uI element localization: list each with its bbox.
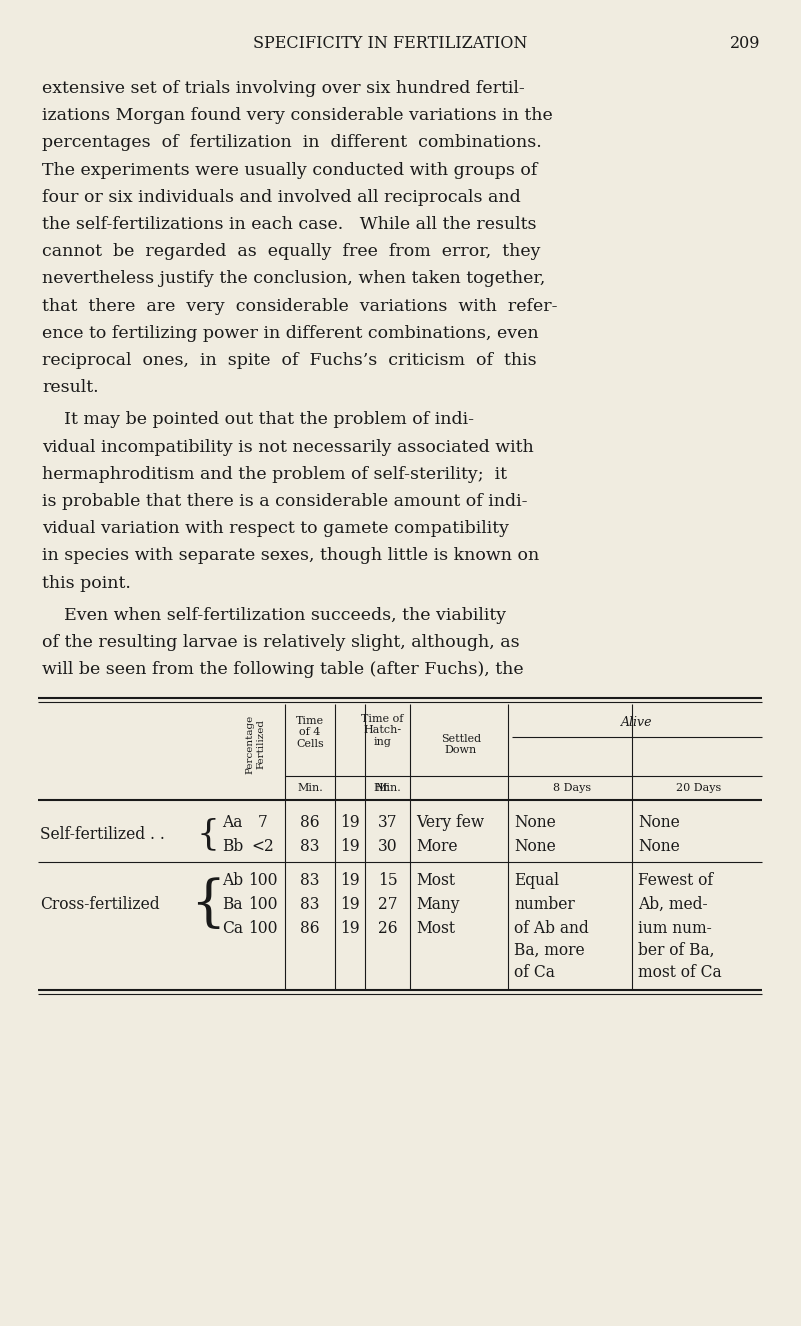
Text: 86: 86 — [300, 814, 320, 831]
Text: will be seen from the following table (after Fuchs), the: will be seen from the following table (a… — [42, 662, 524, 678]
Text: 100: 100 — [248, 920, 278, 937]
Text: Time
of 4
Cells: Time of 4 Cells — [296, 716, 324, 749]
Text: 30: 30 — [378, 838, 398, 855]
Text: Cross-fertilized: Cross-fertilized — [40, 896, 159, 912]
Text: 19: 19 — [340, 873, 360, 888]
Text: reciprocal  ones,  in  spite  of  Fuchs’s  criticism  of  this: reciprocal ones, in spite of Fuchs’s cri… — [42, 351, 537, 369]
Text: result.: result. — [42, 379, 99, 396]
Text: 19: 19 — [340, 814, 360, 831]
Text: 27: 27 — [378, 896, 398, 912]
Text: Most: Most — [416, 920, 455, 937]
Text: More: More — [416, 838, 457, 855]
Text: Many: Many — [416, 896, 460, 912]
Text: hermaphroditism and the problem of self-sterility;  it: hermaphroditism and the problem of self-… — [42, 465, 507, 483]
Text: 26: 26 — [378, 920, 398, 937]
Text: 209: 209 — [730, 36, 760, 53]
Text: Min.: Min. — [375, 784, 400, 793]
Text: of the resulting larvae is relatively slight, although, as: of the resulting larvae is relatively sl… — [42, 634, 520, 651]
Text: Min.: Min. — [297, 784, 323, 793]
Text: Fewest of: Fewest of — [638, 873, 713, 888]
Text: ence to fertilizing power in different combinations, even: ence to fertilizing power in different c… — [42, 325, 538, 342]
Text: {: { — [196, 817, 219, 851]
Text: <2: <2 — [252, 838, 275, 855]
Text: Hr.: Hr. — [374, 784, 391, 793]
Text: Ba: Ba — [222, 896, 243, 912]
Text: Very few: Very few — [416, 814, 484, 831]
Text: four or six individuals and involved all reciprocals and: four or six individuals and involved all… — [42, 188, 521, 206]
Text: None: None — [514, 838, 556, 855]
Text: in species with separate sexes, though little is known on: in species with separate sexes, though l… — [42, 548, 539, 565]
Text: number: number — [514, 896, 575, 912]
Text: Ba, more: Ba, more — [514, 941, 585, 959]
Text: Aa: Aa — [222, 814, 243, 831]
Text: of Ca: of Ca — [514, 964, 555, 981]
Text: It may be pointed out that the problem of indi-: It may be pointed out that the problem o… — [42, 411, 474, 428]
Text: None: None — [514, 814, 556, 831]
Text: None: None — [638, 814, 680, 831]
Text: most of Ca: most of Ca — [638, 964, 722, 981]
Text: 83: 83 — [300, 873, 320, 888]
Text: 37: 37 — [378, 814, 398, 831]
Text: percentages  of  fertilization  in  different  combinations.: percentages of fertilization in differen… — [42, 134, 541, 151]
Text: 83: 83 — [300, 838, 320, 855]
Text: ium num-: ium num- — [638, 920, 712, 937]
Text: cannot  be  regarded  as  equally  free  from  error,  they: cannot be regarded as equally free from … — [42, 243, 541, 260]
Text: 83: 83 — [300, 896, 320, 912]
Text: Self-fertilized . .: Self-fertilized . . — [40, 826, 165, 843]
Text: {: { — [191, 876, 226, 932]
Text: the self-fertilizations in each case.   While all the results: the self-fertilizations in each case. Wh… — [42, 216, 537, 233]
Text: 15: 15 — [378, 873, 398, 888]
Text: of Ab and: of Ab and — [514, 920, 589, 937]
Text: Percentage
Fertilized: Percentage Fertilized — [246, 715, 265, 774]
Text: SPECIFICITY IN FERTILIZATION: SPECIFICITY IN FERTILIZATION — [253, 36, 527, 53]
Text: ber of Ba,: ber of Ba, — [638, 941, 714, 959]
Text: The experiments were usually conducted with groups of: The experiments were usually conducted w… — [42, 162, 537, 179]
Text: Ab: Ab — [222, 873, 244, 888]
Text: Alive: Alive — [622, 716, 653, 729]
Text: Most: Most — [416, 873, 455, 888]
Text: vidual variation with respect to gamete compatibility: vidual variation with respect to gamete … — [42, 520, 509, 537]
Text: 19: 19 — [340, 896, 360, 912]
Text: 19: 19 — [340, 838, 360, 855]
Text: izations Morgan found very considerable variations in the: izations Morgan found very considerable … — [42, 107, 553, 125]
Text: nevertheless justify the conclusion, when taken together,: nevertheless justify the conclusion, whe… — [42, 271, 545, 288]
Text: Time of
Hatch-
ing: Time of Hatch- ing — [361, 713, 404, 747]
Text: 86: 86 — [300, 920, 320, 937]
Text: that  there  are  very  considerable  variations  with  refer-: that there are very considerable variati… — [42, 297, 557, 314]
Text: 100: 100 — [248, 896, 278, 912]
Text: Even when self-fertilization succeeds, the viability: Even when self-fertilization succeeds, t… — [42, 607, 506, 623]
Text: this point.: this point. — [42, 574, 131, 591]
Text: Bb: Bb — [222, 838, 244, 855]
Text: 8 Days: 8 Days — [553, 784, 591, 793]
Text: Settled
Down: Settled Down — [441, 733, 481, 756]
Text: None: None — [638, 838, 680, 855]
Text: Ab, med-: Ab, med- — [638, 896, 707, 912]
Text: Equal: Equal — [514, 873, 559, 888]
Text: 19: 19 — [340, 920, 360, 937]
Text: is probable that there is a considerable amount of indi-: is probable that there is a considerable… — [42, 493, 528, 511]
Text: vidual incompatibility is not necessarily associated with: vidual incompatibility is not necessaril… — [42, 439, 533, 456]
Text: 100: 100 — [248, 873, 278, 888]
Text: extensive set of trials involving over six hundred fertil-: extensive set of trials involving over s… — [42, 80, 525, 97]
Text: 20 Days: 20 Days — [676, 784, 722, 793]
Text: 7: 7 — [258, 814, 268, 831]
Text: Ca: Ca — [222, 920, 243, 937]
